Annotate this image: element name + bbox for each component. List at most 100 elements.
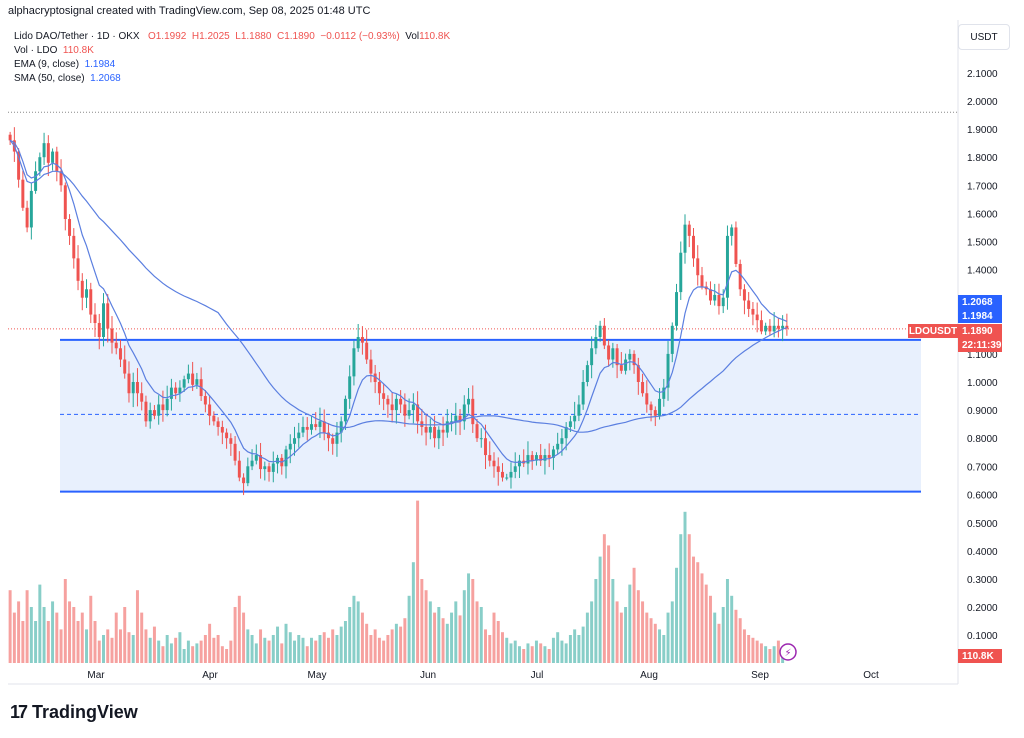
volume-bar	[738, 618, 742, 663]
candle-body	[114, 342, 118, 349]
candle-body	[641, 382, 645, 394]
candle-body	[403, 404, 407, 416]
candle-body	[118, 348, 122, 360]
volume-bar	[564, 643, 568, 663]
candle-body	[348, 376, 352, 399]
volume-bar	[522, 649, 526, 663]
volume-bar	[195, 643, 199, 663]
currency-selector[interactable]: USDT	[958, 24, 1010, 50]
candle-body	[530, 455, 534, 461]
volume-bar	[641, 601, 645, 663]
legend-sma-row[interactable]: SMA (50, close) 1.2068	[14, 72, 450, 86]
sma-price-tag-bg	[958, 295, 1002, 309]
volume-bar	[585, 612, 589, 663]
candle-body	[242, 477, 246, 484]
volume-bar	[318, 635, 322, 663]
volume-bar	[687, 534, 691, 663]
volume-bar	[662, 635, 666, 663]
volume-bar	[428, 601, 432, 663]
legend-ema-row[interactable]: EMA (9, close) 1.1984	[14, 58, 450, 72]
candle-body	[458, 415, 462, 422]
candle-body	[326, 432, 330, 439]
candle-body	[628, 353, 632, 360]
candle-body	[433, 426, 437, 439]
legend-high: H1.2025	[191, 31, 230, 42]
price-chart[interactable]: 2.1000 2.0000 1.9000 1.8000 1.7000 1.6000 1.50…	[0, 0, 1024, 700]
volume-bar	[76, 621, 80, 663]
x-axis-tick-label: Oct	[863, 670, 879, 681]
volume-bar	[148, 637, 152, 663]
volume-bar	[276, 626, 280, 663]
volume-bar	[220, 646, 224, 663]
candle-body	[568, 421, 572, 427]
volume-bar	[420, 579, 424, 663]
legend-volume-row[interactable]: Vol · LDO 110.8K	[14, 44, 450, 58]
volume-bar	[97, 640, 101, 663]
candle-body	[182, 379, 186, 388]
volume-bar	[501, 632, 504, 663]
volume-bar	[382, 640, 386, 663]
candle-body	[624, 359, 628, 371]
candle-body	[479, 438, 483, 440]
volume-bar	[390, 629, 394, 663]
volume-bar	[666, 612, 670, 663]
volume-bar	[433, 612, 437, 663]
y-axis-tick-label: 1.7000	[967, 181, 998, 192]
volume-bar	[696, 562, 700, 663]
volume-bar	[488, 635, 492, 663]
volume-bar	[42, 607, 46, 663]
countdown-tag: 22:11:39	[962, 340, 1002, 351]
volume-bar	[670, 601, 674, 663]
candle-body	[725, 235, 729, 298]
candle-body	[365, 342, 369, 360]
candle-body	[21, 179, 25, 208]
chart-attribution: alphacryptosignal created with TradingVi…	[8, 5, 371, 17]
volume-bar	[683, 511, 687, 663]
volume-bar	[534, 640, 538, 663]
candle-body	[772, 325, 776, 332]
candle-body	[80, 280, 84, 298]
volume-bar	[25, 590, 29, 663]
volume-bar	[131, 635, 135, 663]
candle-body	[46, 143, 50, 163]
candle-layer	[8, 127, 789, 496]
candle-body	[38, 157, 42, 172]
legend-symbol[interactable]: Lido DAO/Tether · 1D · OKX	[14, 31, 140, 42]
volume-bar	[348, 607, 352, 663]
y-axis-tick-label: 0.7000	[967, 462, 998, 473]
candle-body	[148, 410, 152, 422]
tradingview-logo[interactable]: 17 TradingView	[10, 702, 138, 723]
volume-bar	[475, 601, 479, 663]
volume-bar	[437, 607, 441, 663]
volume-bar	[191, 646, 195, 663]
volume-bar	[509, 643, 513, 663]
volume-bar	[560, 640, 564, 663]
legend-vol-label: Vol	[405, 31, 420, 42]
volume-bar	[237, 595, 241, 663]
volume-bar	[607, 545, 611, 663]
candle-body	[585, 365, 589, 382]
y-axis-tick-label: 0.4000	[967, 547, 998, 558]
y-axis-tick-label: 1.8000	[967, 153, 998, 164]
volume-bar	[29, 607, 33, 663]
volume-bar	[742, 629, 746, 663]
volume-bar	[46, 621, 50, 663]
candle-body	[607, 345, 611, 360]
candle-body	[233, 443, 237, 461]
volume-bar	[369, 635, 373, 663]
candle-body	[751, 308, 755, 315]
y-axis-tick-label: 1.4000	[967, 266, 998, 277]
candle-body	[738, 263, 742, 290]
x-axis-tick-label: Jun	[420, 670, 436, 681]
volume-bar	[594, 579, 598, 663]
candle-body	[68, 219, 72, 236]
volume-bar	[513, 640, 517, 663]
volume-bar	[454, 601, 458, 663]
candle-body	[424, 426, 428, 433]
candle-body	[331, 438, 335, 444]
candle-body	[288, 443, 292, 450]
legend-close: C1.1890	[276, 31, 315, 42]
tradingview-logo-text: TradingView	[32, 702, 138, 722]
volume-bar	[772, 646, 776, 663]
candle-body	[377, 382, 381, 394]
